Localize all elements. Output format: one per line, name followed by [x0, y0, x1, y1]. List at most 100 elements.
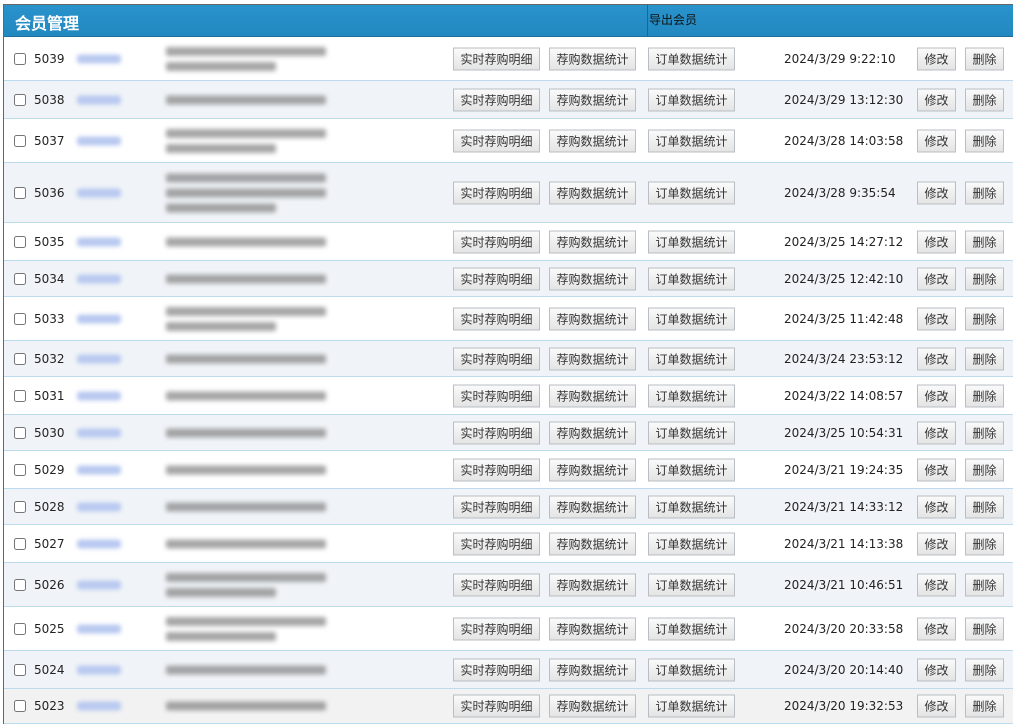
delete-button[interactable]: 删除: [965, 458, 1004, 481]
username-link-redacted[interactable]: [77, 54, 121, 63]
recommend-stats-button[interactable]: 荐购数据统计: [549, 617, 636, 640]
order-stats-button[interactable]: 订单数据统计: [648, 421, 735, 444]
recommend-stats-button[interactable]: 荐购数据统计: [549, 573, 636, 596]
delete-button[interactable]: 删除: [965, 421, 1004, 444]
edit-button[interactable]: 修改: [917, 267, 956, 290]
order-stats-button[interactable]: 订单数据统计: [648, 573, 735, 596]
edit-button[interactable]: 修改: [917, 658, 956, 681]
order-stats-button[interactable]: 订单数据统计: [648, 347, 735, 370]
recommend-stats-button[interactable]: 荐购数据统计: [549, 129, 636, 152]
row-checkbox[interactable]: [14, 700, 26, 712]
edit-button[interactable]: 修改: [917, 129, 956, 152]
recommend-stats-button[interactable]: 荐购数据统计: [549, 421, 636, 444]
delete-button[interactable]: 删除: [965, 694, 1004, 718]
recommend-stats-button[interactable]: 荐购数据统计: [549, 181, 636, 204]
row-checkbox[interactable]: [14, 235, 26, 248]
edit-button[interactable]: 修改: [917, 617, 956, 640]
order-stats-button[interactable]: 订单数据统计: [648, 658, 735, 681]
row-checkbox[interactable]: [14, 93, 26, 106]
username-link-redacted[interactable]: [77, 95, 121, 104]
username-link-redacted[interactable]: [77, 701, 121, 711]
recommend-stats-button[interactable]: 荐购数据统计: [549, 384, 636, 407]
row-checkbox[interactable]: [14, 389, 26, 402]
row-checkbox[interactable]: [14, 578, 26, 591]
row-checkbox[interactable]: [14, 500, 26, 513]
realtime-recommend-detail-button[interactable]: 实时荐购明细: [453, 495, 540, 518]
row-checkbox[interactable]: [14, 352, 26, 365]
realtime-recommend-detail-button[interactable]: 实时荐购明细: [453, 658, 540, 681]
order-stats-button[interactable]: 订单数据统计: [648, 694, 735, 718]
order-stats-button[interactable]: 订单数据统计: [648, 88, 735, 111]
realtime-recommend-detail-button[interactable]: 实时荐购明细: [453, 267, 540, 290]
edit-button[interactable]: 修改: [917, 47, 956, 70]
username-link-redacted[interactable]: [77, 274, 121, 283]
username-link-redacted[interactable]: [77, 428, 121, 437]
username-link-redacted[interactable]: [77, 580, 121, 589]
username-link-redacted[interactable]: [77, 539, 121, 548]
row-checkbox[interactable]: [14, 622, 26, 635]
edit-button[interactable]: 修改: [917, 458, 956, 481]
username-link-redacted[interactable]: [77, 188, 121, 197]
username-link-redacted[interactable]: [77, 665, 121, 674]
row-checkbox[interactable]: [14, 312, 26, 325]
row-checkbox[interactable]: [14, 663, 26, 676]
edit-button[interactable]: 修改: [917, 230, 956, 253]
username-link-redacted[interactable]: [77, 237, 121, 246]
order-stats-button[interactable]: 订单数据统计: [648, 617, 735, 640]
delete-button[interactable]: 删除: [965, 267, 1004, 290]
realtime-recommend-detail-button[interactable]: 实时荐购明细: [453, 307, 540, 330]
realtime-recommend-detail-button[interactable]: 实时荐购明细: [453, 47, 540, 70]
row-checkbox[interactable]: [14, 463, 26, 476]
edit-button[interactable]: 修改: [917, 347, 956, 370]
edit-button[interactable]: 修改: [917, 421, 956, 444]
order-stats-button[interactable]: 订单数据统计: [648, 532, 735, 555]
username-link-redacted[interactable]: [77, 136, 121, 145]
realtime-recommend-detail-button[interactable]: 实时荐购明细: [453, 421, 540, 444]
order-stats-button[interactable]: 订单数据统计: [648, 495, 735, 518]
realtime-recommend-detail-button[interactable]: 实时荐购明细: [453, 617, 540, 640]
delete-button[interactable]: 删除: [965, 47, 1004, 70]
realtime-recommend-detail-button[interactable]: 实时荐购明细: [453, 573, 540, 596]
realtime-recommend-detail-button[interactable]: 实时荐购明细: [453, 532, 540, 555]
recommend-stats-button[interactable]: 荐购数据统计: [549, 88, 636, 111]
order-stats-button[interactable]: 订单数据统计: [648, 384, 735, 407]
delete-button[interactable]: 删除: [965, 617, 1004, 640]
realtime-recommend-detail-button[interactable]: 实时荐购明细: [453, 129, 540, 152]
recommend-stats-button[interactable]: 荐购数据统计: [549, 47, 636, 70]
delete-button[interactable]: 删除: [965, 181, 1004, 204]
recommend-stats-button[interactable]: 荐购数据统计: [549, 658, 636, 681]
order-stats-button[interactable]: 订单数据统计: [648, 181, 735, 204]
username-link-redacted[interactable]: [77, 391, 121, 400]
realtime-recommend-detail-button[interactable]: 实时荐购明细: [453, 230, 540, 253]
username-link-redacted[interactable]: [77, 465, 121, 474]
delete-button[interactable]: 删除: [965, 88, 1004, 111]
recommend-stats-button[interactable]: 荐购数据统计: [549, 307, 636, 330]
delete-button[interactable]: 删除: [965, 307, 1004, 330]
delete-button[interactable]: 删除: [965, 230, 1004, 253]
order-stats-button[interactable]: 订单数据统计: [648, 307, 735, 330]
row-checkbox[interactable]: [14, 134, 26, 147]
username-link-redacted[interactable]: [77, 624, 121, 633]
edit-button[interactable]: 修改: [917, 307, 956, 330]
order-stats-button[interactable]: 订单数据统计: [648, 267, 735, 290]
delete-button[interactable]: 删除: [965, 129, 1004, 152]
realtime-recommend-detail-button[interactable]: 实时荐购明细: [453, 88, 540, 111]
edit-button[interactable]: 修改: [917, 384, 956, 407]
realtime-recommend-detail-button[interactable]: 实时荐购明细: [453, 347, 540, 370]
export-members-link[interactable]: 导出会员: [647, 5, 697, 36]
order-stats-button[interactable]: 订单数据统计: [648, 230, 735, 253]
order-stats-button[interactable]: 订单数据统计: [648, 129, 735, 152]
edit-button[interactable]: 修改: [917, 495, 956, 518]
edit-button[interactable]: 修改: [917, 88, 956, 111]
realtime-recommend-detail-button[interactable]: 实时荐购明细: [453, 458, 540, 481]
row-checkbox[interactable]: [14, 52, 26, 65]
realtime-recommend-detail-button[interactable]: 实时荐购明细: [453, 694, 540, 718]
edit-button[interactable]: 修改: [917, 573, 956, 596]
delete-button[interactable]: 删除: [965, 495, 1004, 518]
recommend-stats-button[interactable]: 荐购数据统计: [549, 458, 636, 481]
realtime-recommend-detail-button[interactable]: 实时荐购明细: [453, 181, 540, 204]
recommend-stats-button[interactable]: 荐购数据统计: [549, 694, 636, 718]
delete-button[interactable]: 删除: [965, 532, 1004, 555]
recommend-stats-button[interactable]: 荐购数据统计: [549, 230, 636, 253]
delete-button[interactable]: 删除: [965, 573, 1004, 596]
